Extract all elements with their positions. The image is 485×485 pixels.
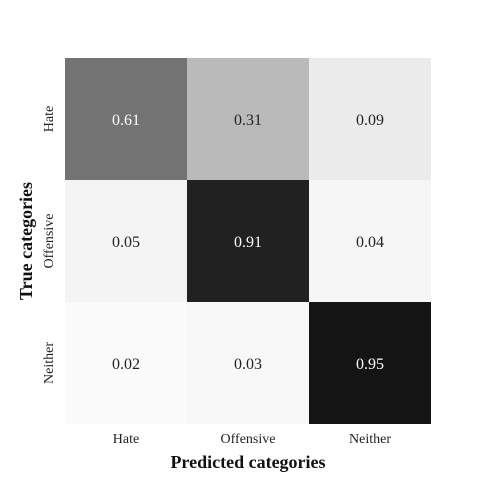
y-axis-title: True categories	[16, 182, 36, 300]
cell-value-hate-neither: 0.09	[356, 112, 384, 129]
y-tick-hate: Hate	[42, 106, 57, 132]
x-tick-neither: Neither	[349, 432, 391, 447]
cell-value-hate-offensive: 0.31	[234, 112, 262, 129]
cell-offensive-neither	[309, 180, 431, 302]
cell-value-neither-neither: 0.95	[356, 356, 384, 373]
y-tick-neither: Neither	[42, 342, 57, 384]
cell-value-neither-offensive: 0.03	[234, 356, 262, 373]
x-tick-labels: Hate Offensive Neither	[113, 432, 392, 447]
cell-neither-offensive	[187, 302, 309, 424]
heatmap-cells: 0.61 0.31 0.09 0.05 0.91 0.04 0.02 0.03 0.95	[65, 58, 431, 424]
cell-offensive-hate	[65, 180, 187, 302]
x-tick-offensive: Offensive	[221, 432, 276, 447]
x-tick-hate: Hate	[113, 432, 139, 447]
x-axis-title: Predicted categories	[170, 452, 325, 472]
cell-hate-hate	[65, 58, 187, 180]
cell-value-hate-hate: 0.61	[112, 112, 140, 129]
cell-value-offensive-hate: 0.05	[112, 234, 140, 251]
cell-hate-offensive	[187, 58, 309, 180]
y-tick-labels: Hate Offensive Neither	[42, 106, 57, 384]
cell-offensive-offensive	[187, 180, 309, 302]
y-tick-offensive: Offensive	[42, 214, 57, 269]
cell-value-neither-hate: 0.02	[112, 356, 140, 373]
cell-hate-neither	[309, 58, 431, 180]
cell-value-offensive-offensive: 0.91	[234, 234, 262, 251]
cell-neither-hate	[65, 302, 187, 424]
cell-value-offensive-neither: 0.04	[356, 234, 384, 251]
cell-neither-neither	[309, 302, 431, 424]
